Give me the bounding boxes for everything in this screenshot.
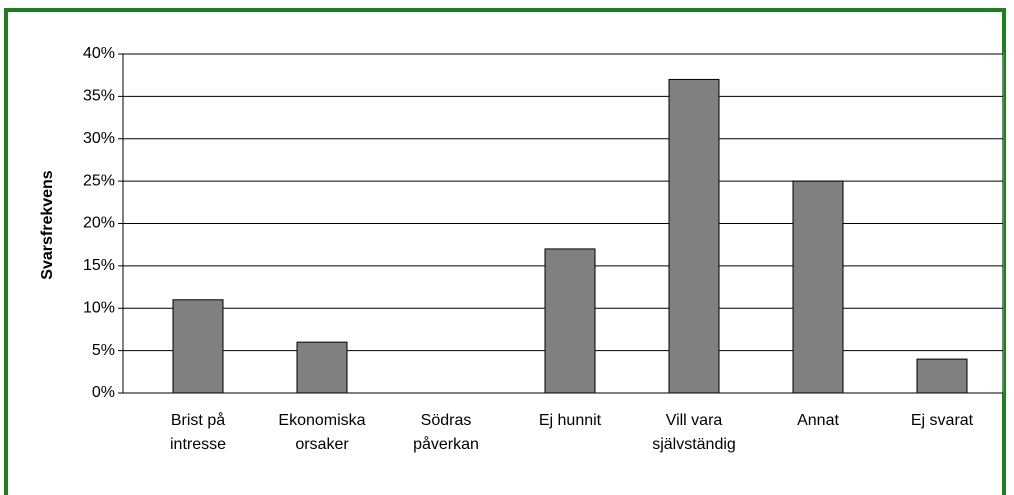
y-tick-label: 30% bbox=[83, 130, 115, 147]
y-tick-label: 25% bbox=[83, 172, 115, 189]
y-tick-label: 35% bbox=[83, 88, 115, 105]
y-axis-label: Svarsfrekvens bbox=[39, 170, 56, 280]
x-tick-label: Södras påverkan bbox=[413, 412, 479, 453]
x-tick-label: Ej svarat bbox=[910, 412, 974, 429]
x-tick-label: Ej hunnit bbox=[538, 412, 602, 429]
bar bbox=[668, 78, 720, 394]
y-tick-label: 10% bbox=[83, 299, 115, 316]
bar bbox=[544, 248, 596, 394]
x-tick-label: Annat bbox=[797, 412, 839, 429]
bar bbox=[296, 341, 348, 394]
y-tick-label: 0% bbox=[92, 384, 115, 401]
x-tick-label: Ekonomiska orsaker bbox=[278, 412, 366, 453]
x-tick-label: Brist på intresse bbox=[169, 412, 227, 453]
y-tick-label: 20% bbox=[83, 215, 115, 232]
bar bbox=[172, 299, 224, 394]
x-tick-label: Vill vara självständig bbox=[652, 412, 736, 453]
y-tick-label: 15% bbox=[83, 257, 115, 274]
y-tick-label: 40% bbox=[83, 45, 115, 62]
y-tick-label: 5% bbox=[92, 342, 115, 359]
bar bbox=[916, 358, 968, 394]
bar bbox=[792, 180, 844, 394]
frame bbox=[4, 8, 1006, 495]
